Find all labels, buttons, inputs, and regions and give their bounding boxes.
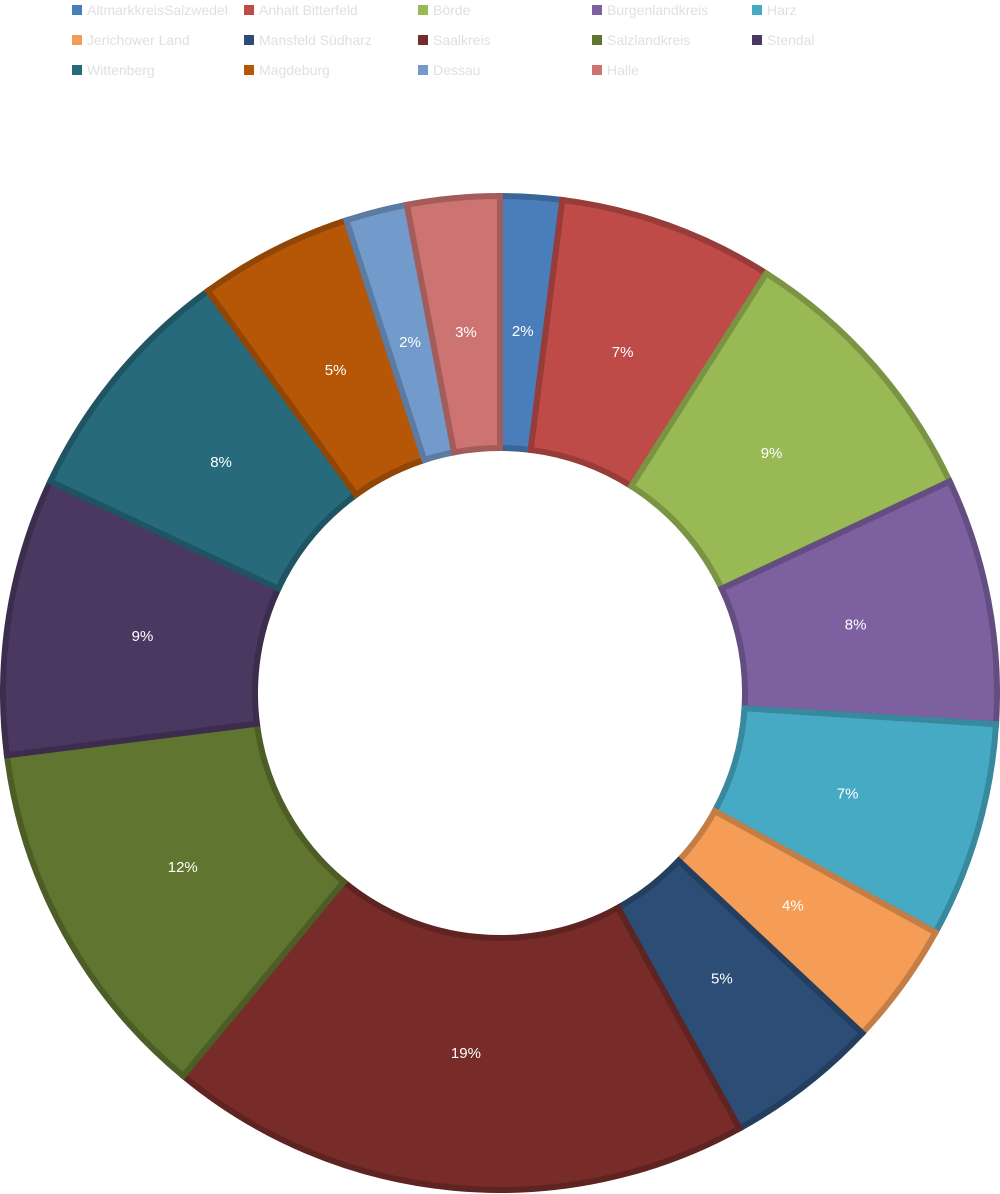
- legend-swatch: [72, 65, 82, 75]
- legend-item-dessau: Dessau: [418, 60, 480, 80]
- slice-label-wittenberg: 8%: [210, 454, 232, 471]
- legend-label: Börde: [433, 2, 471, 18]
- slice-label-jerichower-land: 4%: [782, 897, 804, 914]
- legend-label: Mansfeld Südharz: [259, 32, 372, 48]
- slice-label-mansfeld-sudharz: 5%: [711, 971, 733, 988]
- legend-item-borde: Börde: [418, 0, 470, 20]
- legend-swatch: [418, 5, 428, 15]
- legend-label: Burgenlandkreis: [607, 2, 709, 18]
- legend-item-altmarkkreissalzwedel: AltmarkkreisSalzwedel: [72, 0, 228, 20]
- slice-label-magdeburg: 5%: [325, 362, 347, 379]
- legend-item-magdeburg: Magdeburg: [244, 60, 330, 80]
- legend-swatch: [752, 5, 762, 15]
- slice-label-harz: 7%: [837, 785, 859, 802]
- legend-item-anhalt-bitterfeld: Anhalt Bitterfeld: [244, 0, 358, 20]
- slice-label-salzlandkreis: 12%: [168, 859, 198, 876]
- slice-label-borde: 9%: [761, 445, 783, 462]
- legend-label: Dessau: [433, 62, 481, 78]
- slice-salzlandkreis: [3, 720, 349, 1081]
- legend-swatch: [418, 35, 428, 45]
- legend-label: Saalkreis: [433, 32, 491, 48]
- legend-item-stendal: Stendal: [752, 30, 814, 50]
- slice-label-stendal: 9%: [132, 628, 154, 645]
- legend-label: Anhalt Bitterfeld: [259, 2, 358, 18]
- legend-swatch: [72, 5, 82, 15]
- legend-swatch: [752, 35, 762, 45]
- legend-label: Magdeburg: [259, 62, 330, 78]
- chart-legend: AltmarkkreisSalzwedel Anhalt Bitterfeld Bö…: [72, 0, 972, 86]
- slice-label-halle: 3%: [455, 324, 477, 341]
- legend-label: Salzlandkreis: [607, 32, 691, 48]
- slice-halle: [403, 192, 503, 456]
- legend-label: Halle: [607, 62, 639, 78]
- legend-swatch: [592, 65, 602, 75]
- legend-item-wittenberg: Wittenberg: [72, 60, 155, 80]
- legend-item-harz: Harz: [752, 0, 797, 20]
- legend-swatch: [592, 35, 602, 45]
- slice-stendal: [0, 477, 283, 759]
- legend-label: Stendal: [767, 32, 815, 48]
- slice-label-burgenlandkreis: 8%: [845, 617, 867, 634]
- legend-label: Wittenberg: [87, 62, 155, 78]
- legend-item-jerichower-land: Jerichower Land: [72, 30, 190, 50]
- legend-swatch: [244, 5, 254, 15]
- legend-swatch: [592, 5, 602, 15]
- slice-label-dessau: 2%: [399, 334, 421, 351]
- legend-item-burgenlandkreis: Burgenlandkreis: [592, 0, 708, 20]
- legend-label: AltmarkkreisSalzwedel: [87, 2, 228, 18]
- slice-saalkreis: [178, 877, 744, 1193]
- legend-item-saalkreis: Saalkreis: [418, 30, 491, 50]
- legend-swatch: [418, 65, 428, 75]
- legend-item-salzlandkreis: Salzlandkreis: [592, 30, 690, 50]
- legend-label: Jerichower Land: [87, 32, 190, 48]
- legend-label: Harz: [767, 2, 797, 18]
- legend-item-mansfeld-sudharz: Mansfeld Südharz: [244, 30, 372, 50]
- legend-swatch: [244, 65, 254, 75]
- slice-label-anhalt-bitterfeld: 7%: [612, 344, 634, 361]
- slice-borde: [627, 269, 954, 593]
- legend-swatch: [244, 35, 254, 45]
- legend-swatch: [72, 35, 82, 45]
- legend-item-halle: Halle: [592, 60, 639, 80]
- slice-label-saalkreis: 19%: [451, 1045, 481, 1062]
- slice-label-altmarkkreissalzwedel: 2%: [512, 323, 534, 340]
